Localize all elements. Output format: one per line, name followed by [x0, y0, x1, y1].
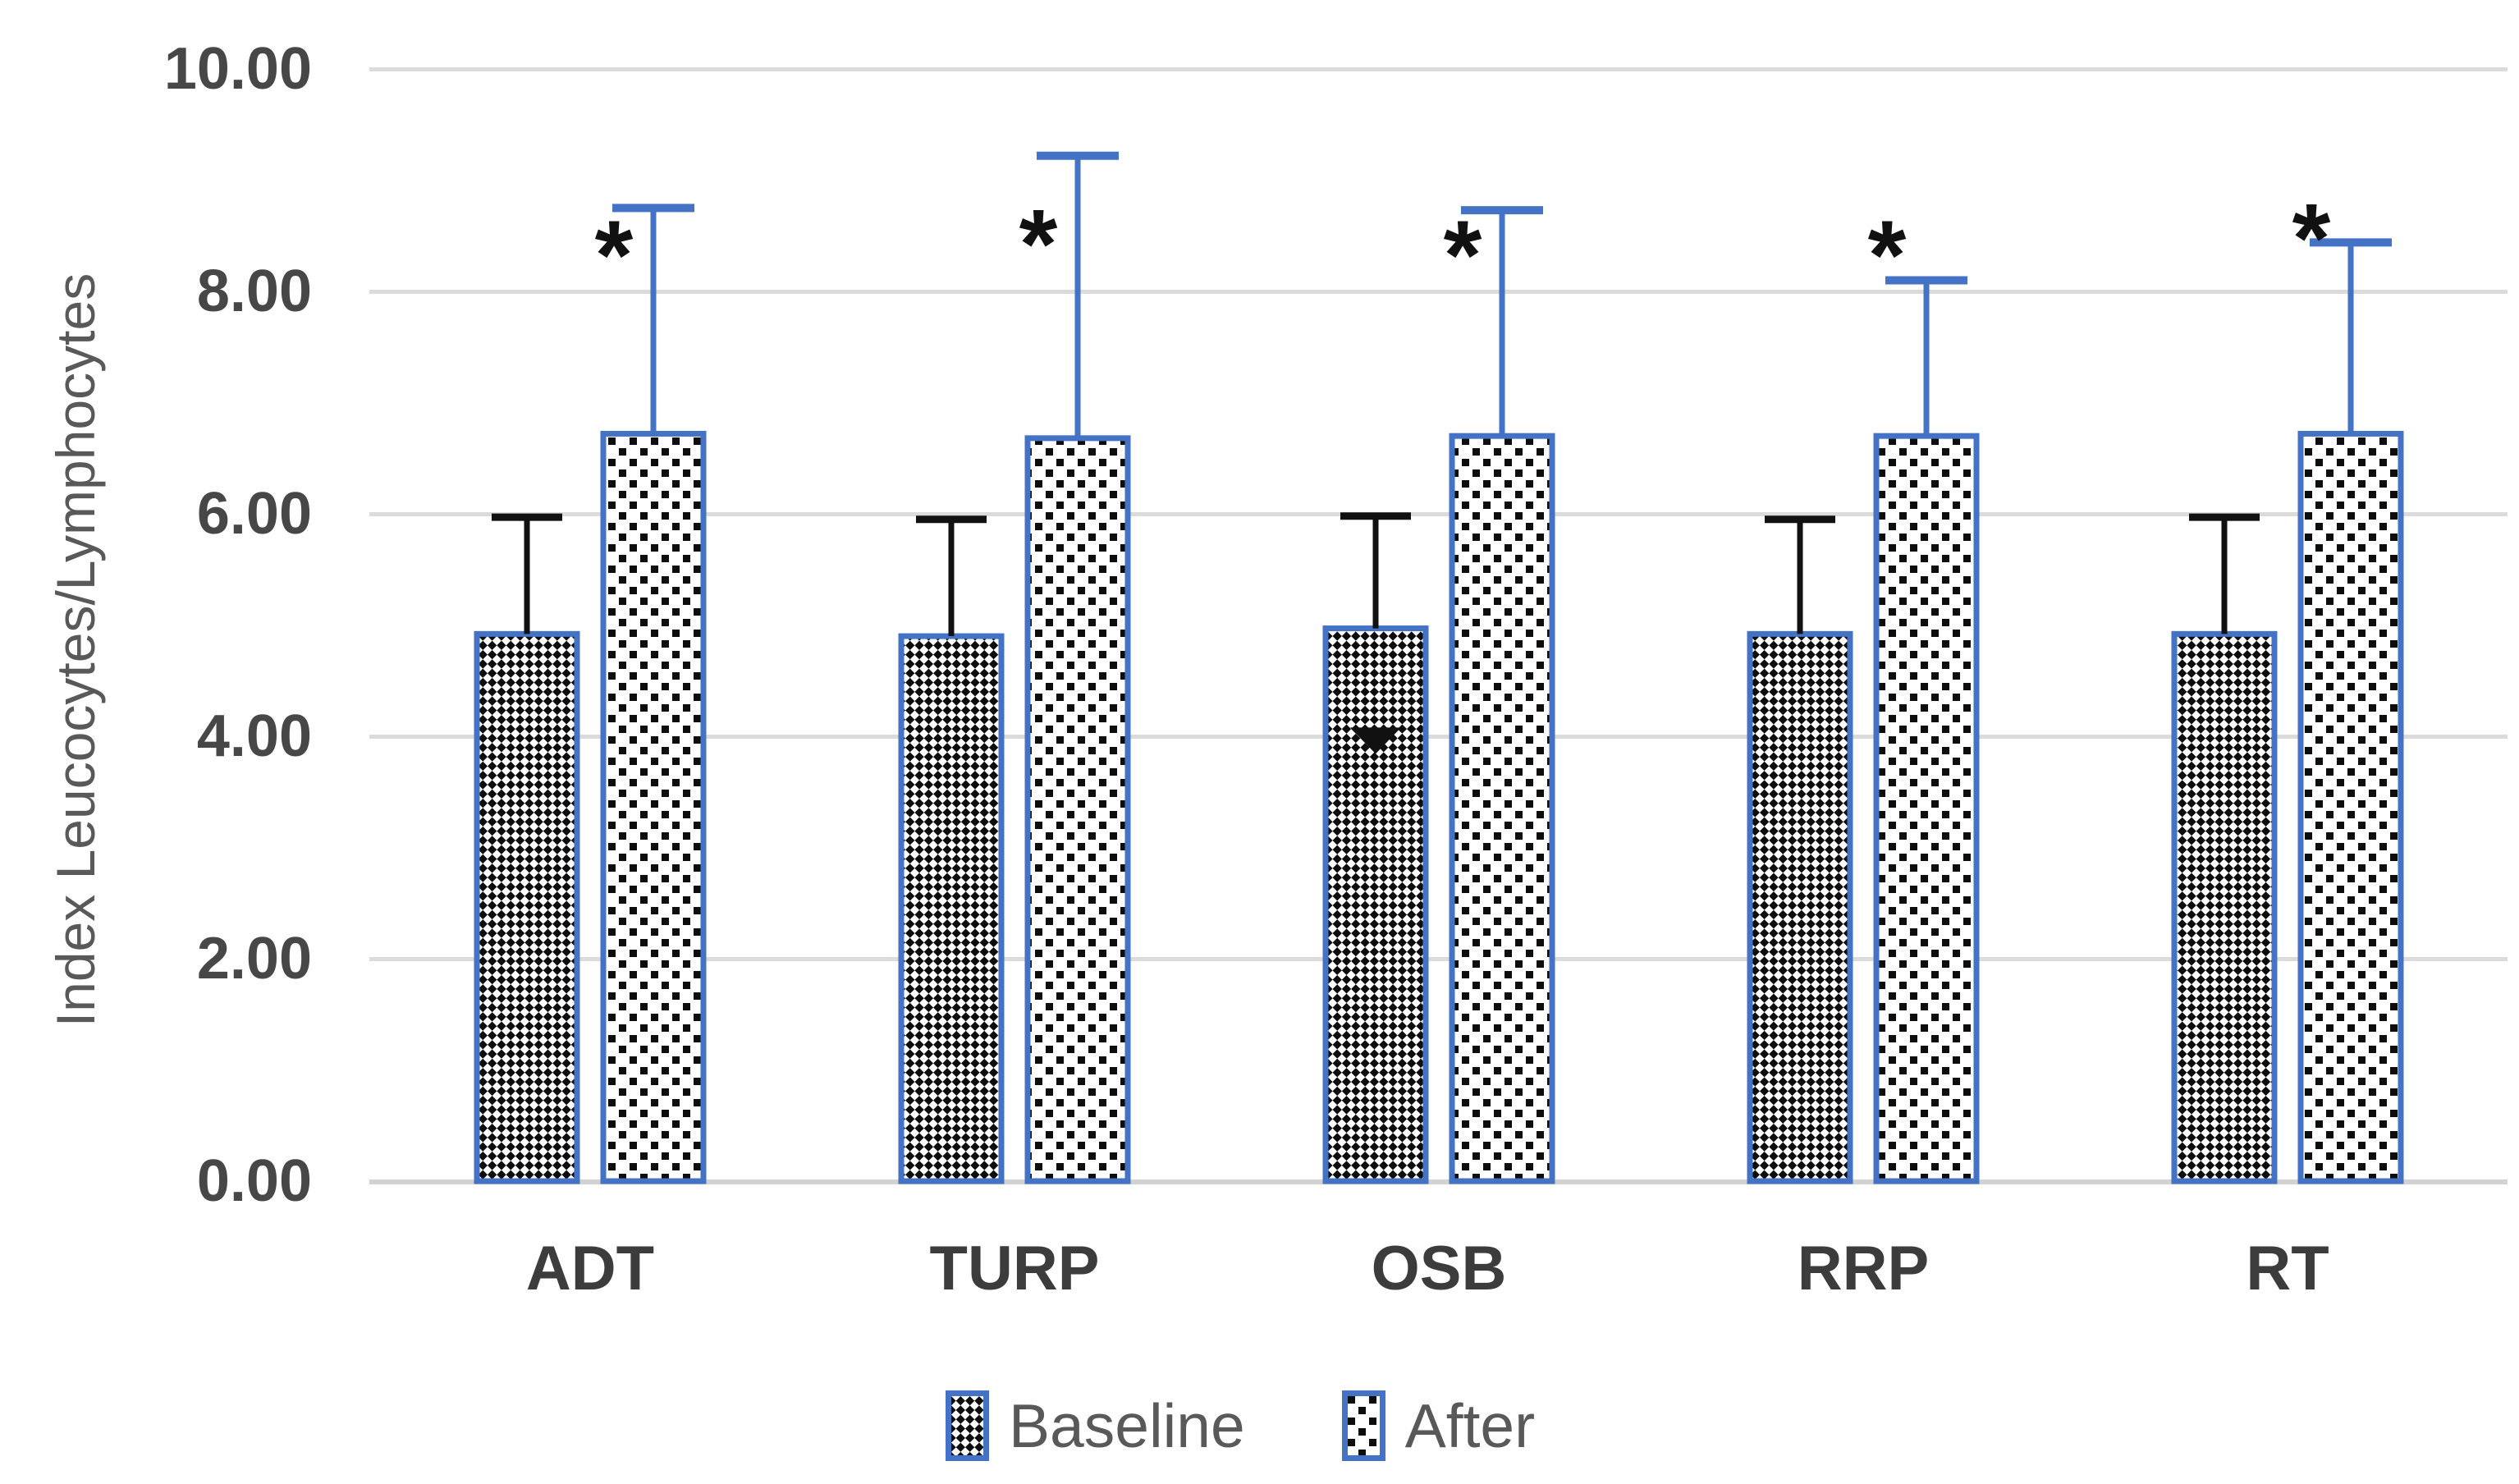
significance-marker-RT: *: [2292, 184, 2331, 294]
bar-baseline-TURP: [898, 633, 1005, 1184]
significance-marker-OSB: *: [1444, 200, 1482, 310]
bar-baseline-RRP: [1747, 630, 1853, 1184]
baseline-swatch-icon: [946, 1390, 989, 1461]
bars-layer: [474, 430, 2404, 1184]
bar-after-ADT: [600, 430, 707, 1184]
bar-baseline-OSB: [1322, 625, 1429, 1184]
bar-after-TURP: [1024, 435, 1131, 1184]
legend-label-after: After: [1404, 1391, 1536, 1460]
legend-entry-after: After: [1341, 1390, 1536, 1461]
y-tick-label-6.00: 6.00: [196, 481, 312, 547]
significance-marker-ADT: *: [595, 200, 634, 310]
bar-baseline-ADT: [474, 630, 580, 1184]
bar-after-RRP: [1873, 433, 1980, 1184]
legend-entry-baseline: Baseline: [946, 1390, 1245, 1461]
legend: Baseline After: [946, 1390, 1535, 1461]
after-swatch-icon: [1341, 1390, 1385, 1461]
y-tick-label-10.00: 10.00: [163, 36, 312, 102]
y-tick-label-4.00: 4.00: [196, 703, 312, 769]
x-label-RRP: RRP: [1797, 1234, 1930, 1303]
gridline-6.00: [369, 512, 2508, 516]
gridline-2.00: [369, 957, 2508, 961]
gridline-8.00: [369, 290, 2508, 294]
significance-markers-layer: * * * * *: [595, 184, 2331, 310]
y-tick-label-2.00: 2.00: [196, 926, 312, 992]
legend-label-baseline: Baseline: [1009, 1391, 1245, 1460]
error-lower-arrow-OSB: [1350, 727, 1401, 754]
x-label-TURP: TURP: [929, 1234, 1100, 1303]
gridline-0.00: [369, 1179, 2508, 1184]
error-bars-layer: [492, 151, 2392, 754]
bar-after-RT: [2297, 430, 2404, 1184]
x-label-OSB: OSB: [1371, 1234, 1507, 1303]
significance-marker-RRP: *: [1868, 200, 1907, 310]
gridline-10.00: [369, 67, 2508, 71]
gridline-4.00: [369, 735, 2508, 739]
bar-baseline-RT: [2171, 630, 2278, 1184]
y-tick-label-8.00: 8.00: [196, 259, 312, 324]
bar-after-OSB: [1449, 433, 1555, 1184]
significance-marker-TURP: *: [1019, 189, 1058, 299]
x-label-ADT: ADT: [525, 1234, 655, 1303]
x-label-RT: RT: [2246, 1234, 2329, 1303]
y-tick-label-0.00: 0.00: [196, 1148, 312, 1214]
